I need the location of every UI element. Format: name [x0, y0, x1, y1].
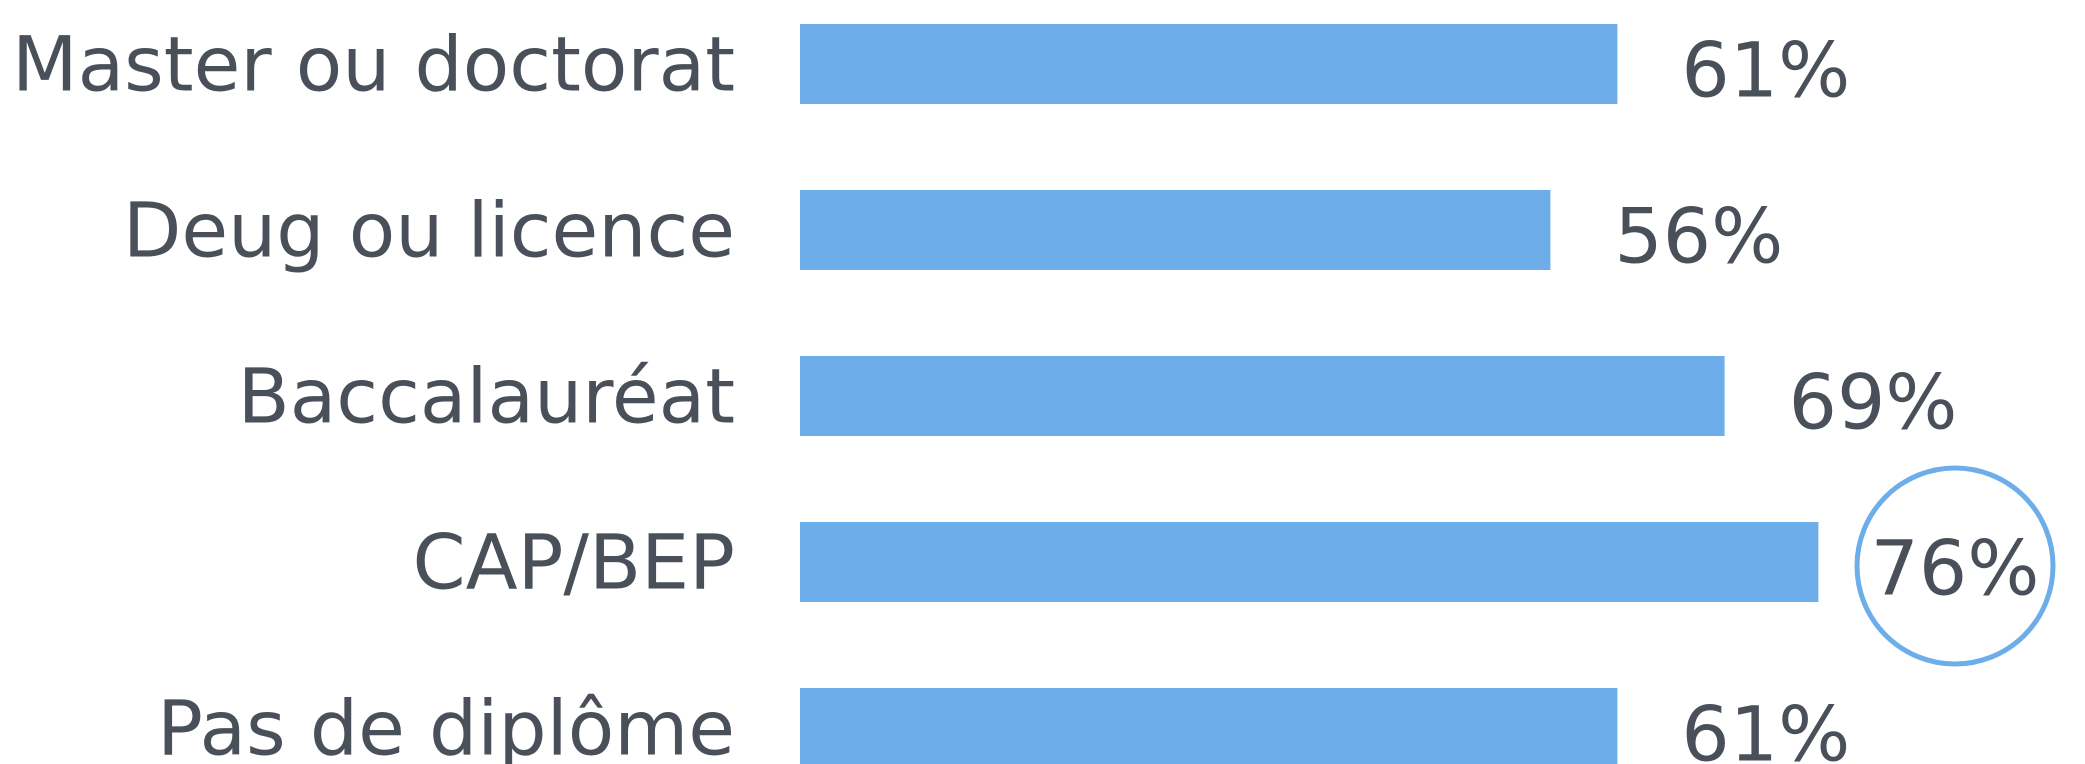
value-label-cap-bep: 76% — [1871, 524, 2040, 613]
value-label-deug-ou-licence: 56% — [1614, 192, 1783, 281]
bar-pas-de-diplome — [800, 688, 1618, 764]
value-labels: 61% 56%69% 76% 61% — [1614, 26, 2056, 764]
category-label-cap-bep: CAP/BEP — [413, 518, 735, 607]
bars — [800, 24, 1819, 764]
category-label-pas-de-diplome: Pas de diplôme — [157, 684, 735, 764]
highlight-circle — [1854, 465, 2056, 667]
category-label-master-ou-doctorat: Master ou doctorat — [12, 20, 735, 109]
category-label-baccalaureat: Baccalauréat — [238, 352, 735, 441]
value-label-pas-de-diplome: 61% — [1681, 690, 1850, 764]
bar-master-ou-doctorat — [800, 24, 1618, 104]
value-label-master-ou-doctorat: 61% — [1681, 26, 1850, 115]
value-label-baccalaureat: 69% — [1789, 358, 1958, 447]
bar-deug-ou-licence — [800, 190, 1551, 270]
category-labels: Master ou doctorat Deug ou licence Baccala… — [12, 20, 735, 764]
category-label-deug-ou-licence: Deug ou licence — [123, 186, 735, 275]
bar-cap-bep — [800, 522, 1819, 602]
bar-baccalaureat — [800, 356, 1725, 436]
